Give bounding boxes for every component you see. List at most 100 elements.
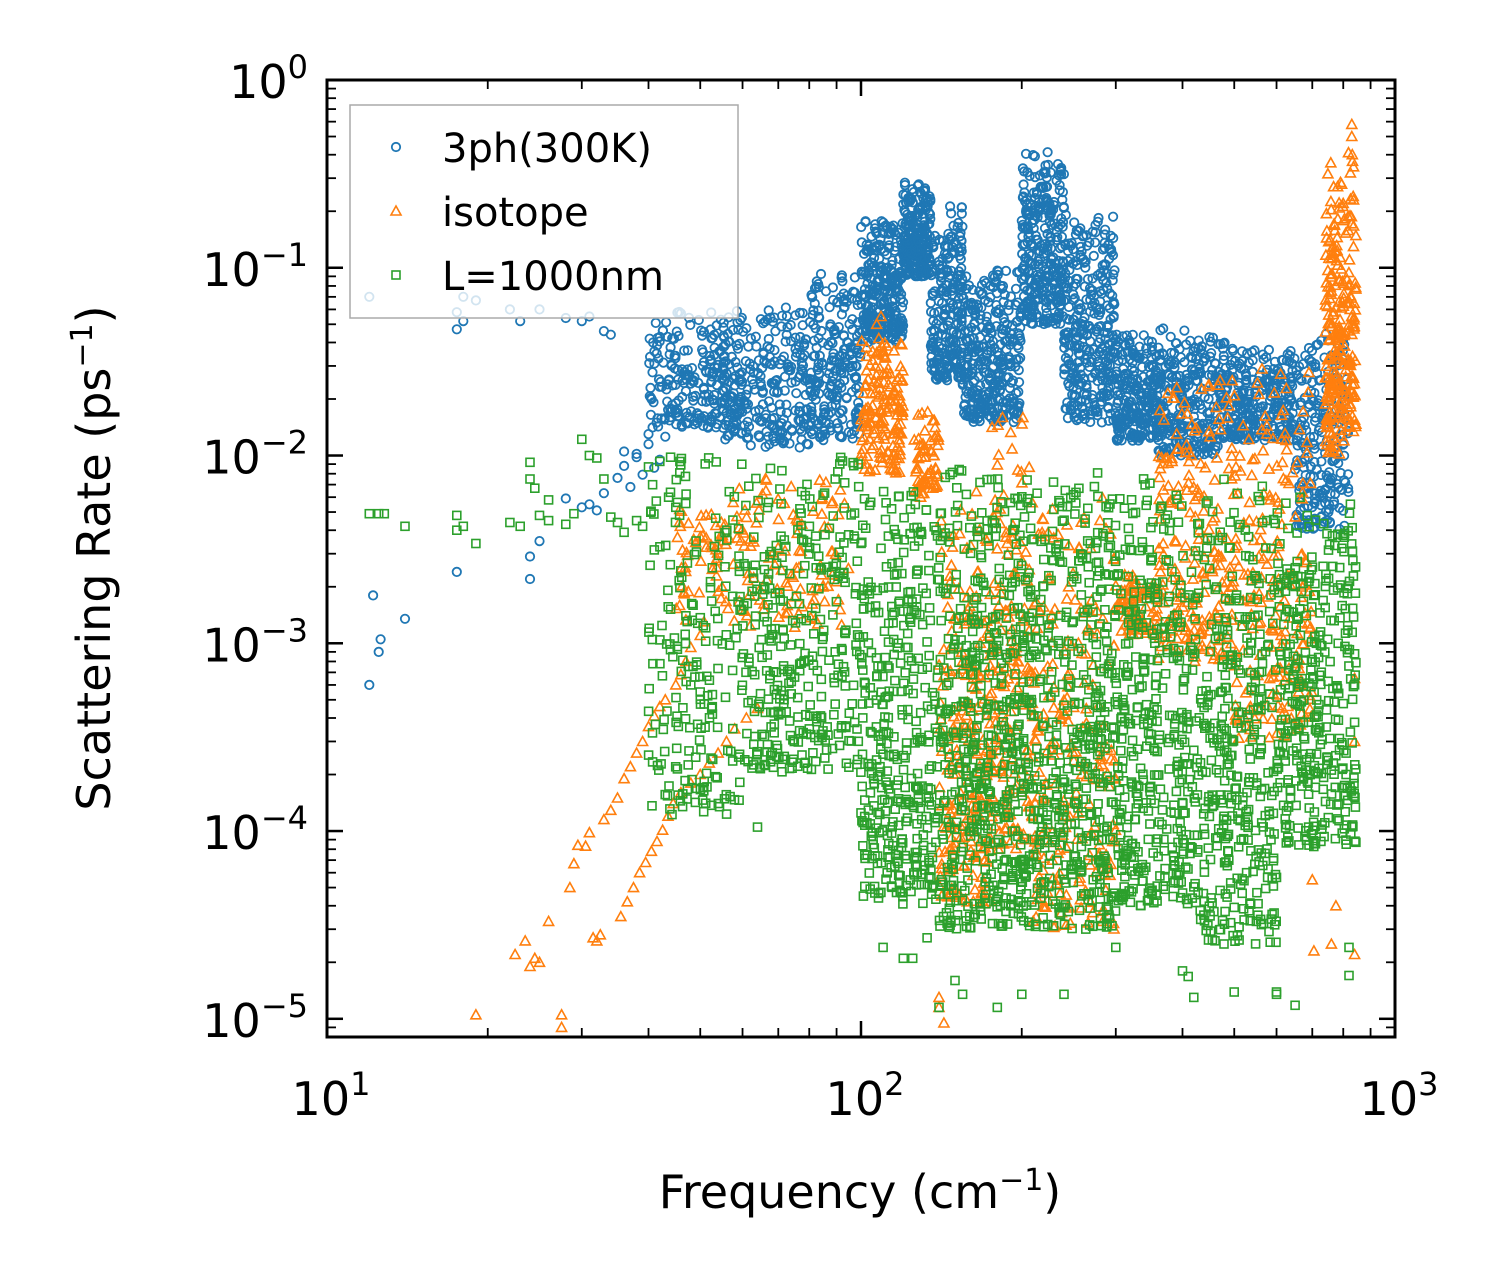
triangle-point [1230,675,1244,688]
circle-point [698,356,710,368]
triangle-point [1343,253,1356,265]
circle-point [723,359,735,370]
circle-point [812,364,823,375]
circle-point [832,423,843,434]
triangle-point [1036,863,1050,876]
circle-point [737,427,748,438]
circle-point [741,389,752,400]
triangle-point [969,484,983,497]
circle-point [815,268,827,280]
circle-point [862,278,873,289]
triangle-point [992,448,1006,460]
circle-point [770,375,781,386]
circle-point [669,350,680,361]
circle-point [799,338,810,349]
circle-point [560,493,571,504]
circle-point [644,358,655,369]
triangle-point [784,479,798,492]
circle-point [1249,345,1260,356]
circle-point [717,385,728,396]
circle-point [836,270,848,281]
circle-point [649,346,660,357]
circle-point [645,382,656,393]
circle-point [881,249,893,260]
circle-point [591,505,602,516]
circle-point [748,378,759,390]
circle-point [767,378,778,389]
triangle-point [945,624,959,636]
circle-point [750,406,761,417]
circle-point [816,414,828,425]
circle-point [643,438,654,450]
circle-point [688,395,699,406]
circle-point [796,426,807,437]
circle-point [707,367,718,379]
circle-point [645,409,657,420]
triangle-point [1022,460,1036,473]
triangle-point [832,507,845,520]
circle-point [782,359,793,370]
circle-point [660,317,672,328]
circle-point [836,309,848,320]
circle-point [726,421,738,433]
circle-point [732,343,744,354]
triangle-point [1245,468,1259,481]
circle-point [663,375,675,386]
circle-point [734,368,746,379]
circle-point [704,350,715,362]
circle-point [743,421,755,432]
circle-point [679,370,691,381]
circle-point [718,322,729,333]
circle-point [756,416,767,427]
circle-point [819,401,830,412]
circle-point [849,372,860,383]
circle-point [605,329,616,340]
circle-point [660,431,671,442]
circle-point [785,319,796,331]
circle-point [806,289,817,301]
circle-point [719,332,730,343]
triangle-point [671,530,684,543]
triangle-point [752,503,766,515]
circle-point [810,376,821,388]
triangle-point [935,545,949,558]
circle-point [808,351,819,362]
circle-point [839,374,850,386]
circle-point [724,397,735,408]
circle-point [770,326,781,337]
circle-point [657,325,668,336]
circle-point [373,646,384,658]
circle-point [821,373,832,384]
circle-point [791,388,802,399]
triangle-point [675,579,689,591]
circle-point [688,376,699,387]
circle-point [759,316,771,327]
circle-point [672,364,684,376]
triangle-point [941,600,955,613]
circle-point [757,387,768,398]
circle-point [807,428,818,440]
circle-point [827,391,838,402]
circle-point [760,358,772,369]
triangle-point [1047,701,1061,713]
circle-point [726,390,737,402]
circle-point [689,372,700,383]
circle-point [650,317,661,328]
triangle-point [1188,492,1202,505]
circle-point [811,281,822,292]
circle-point [367,590,379,601]
triangle-point [1256,444,1270,456]
circle-point [696,330,708,341]
circle-point [727,324,739,336]
circle-point [741,426,752,438]
circle-point [845,342,856,353]
circle-point [643,428,654,440]
circle-point [727,417,739,428]
circle-point [840,351,851,363]
circle-point [841,392,852,403]
circle-point [711,379,723,391]
circle-point [837,276,848,287]
triangle-point [1243,495,1256,508]
circle-point [827,337,838,349]
